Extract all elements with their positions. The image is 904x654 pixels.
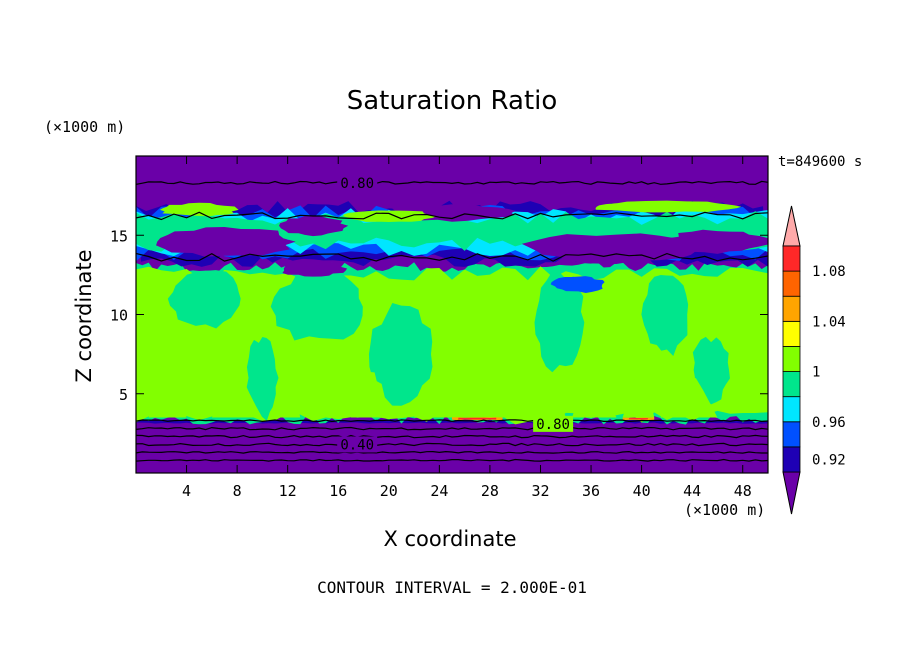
colorbar-extend-bottom	[782, 471, 801, 515]
dry-pocket	[521, 233, 700, 264]
pocket	[167, 270, 241, 329]
moist-pocket	[595, 200, 742, 213]
x-tick-label: 40	[633, 482, 651, 500]
dry-pocket	[282, 260, 348, 277]
colorbar-tick-label: 1.04	[812, 314, 846, 330]
contour-label-bg	[533, 415, 574, 432]
contour-lines	[136, 180, 768, 462]
moist-pocket	[343, 210, 437, 222]
contour-label: 0.40	[340, 437, 374, 453]
colorbar-segment	[782, 295, 801, 322]
colorbar-extend-top	[782, 205, 801, 247]
colorbar-segment	[782, 371, 801, 398]
x-tick-label: 28	[481, 482, 499, 500]
colorbar-segment	[782, 245, 801, 272]
colorbar-segment	[782, 446, 801, 473]
contour-line	[136, 450, 768, 454]
x-tick-label: 8	[233, 482, 242, 500]
contour-label-bg	[337, 174, 378, 191]
x-tick-label: 20	[380, 482, 398, 500]
contour-line	[136, 434, 768, 439]
colorbar-tick-label: 1	[812, 365, 820, 381]
colorbar-segment	[782, 346, 801, 372]
plume	[660, 374, 718, 418]
x-tick-label: 48	[734, 482, 752, 500]
x-tick-label: 16	[329, 482, 347, 500]
pocket	[246, 336, 279, 421]
contour-line	[136, 180, 768, 185]
colorbar-segment	[782, 320, 801, 347]
contour-line	[136, 252, 768, 262]
pocket	[270, 269, 363, 341]
moist-pocket	[159, 202, 239, 217]
colorbar-segment	[782, 270, 801, 297]
dry-pocket	[279, 216, 349, 237]
x-axis-label: X coordinate	[383, 527, 517, 551]
y-axis-label: Z coordinate	[72, 249, 96, 383]
time-label: t=849600 s	[778, 154, 863, 170]
band-top-dry	[136, 156, 768, 199]
colorbar-tick-label: 0.96	[812, 415, 846, 431]
dry-pocket	[156, 226, 296, 257]
contour-line	[136, 426, 768, 431]
colorbar-segment	[782, 421, 801, 448]
x-tick-label: 24	[430, 482, 448, 500]
x-tick-label: 32	[531, 482, 549, 500]
contour-line	[136, 211, 768, 221]
plume	[572, 378, 617, 418]
y-tick-label: 15	[110, 227, 128, 245]
contour-line	[136, 458, 768, 462]
pocket	[368, 303, 433, 406]
y-tick-label: 10	[110, 307, 128, 325]
warm-streak	[628, 418, 648, 420]
y-tick-label: 5	[119, 386, 128, 404]
colorbar-tick-label: 1.08	[812, 264, 846, 280]
plume	[268, 380, 301, 418]
x-tick-label: 4	[182, 482, 191, 500]
dry-pocket	[550, 276, 605, 293]
pocket	[534, 271, 585, 373]
x-tick-label: 12	[279, 482, 297, 500]
x-axis-units: (×1000 m)	[684, 501, 766, 519]
colorbar-segment	[782, 396, 801, 423]
contour-label: 0.80	[340, 176, 374, 192]
contour-label-bg	[337, 436, 378, 453]
y-axis-units: (×1000 m)	[44, 118, 126, 136]
contour-label: 0.80	[536, 417, 570, 433]
contour-field	[136, 156, 768, 473]
plume	[148, 369, 187, 418]
pocket	[641, 275, 689, 357]
plume	[622, 376, 655, 418]
dry-pocket	[664, 229, 768, 254]
colorbar: 0.92 0.96 1 1.04 1.08	[782, 205, 846, 515]
x-tick-label: 44	[683, 482, 701, 500]
warm-streak	[458, 417, 497, 420]
x-tick-label: 36	[582, 482, 600, 500]
plume	[414, 373, 528, 418]
plume	[521, 376, 566, 418]
plume	[211, 380, 263, 418]
colorbar-tick-label: 0.92	[812, 452, 846, 468]
contour-interval-note: CONTOUR INTERVAL = 2.000E-01	[317, 578, 587, 597]
chart-title: Saturation Ratio	[346, 86, 558, 116]
contour-line	[136, 442, 768, 447]
plume	[350, 372, 389, 418]
contour-line	[136, 419, 768, 423]
pocket	[692, 336, 730, 405]
contour-labels: 0.80 0.80 0.40	[337, 174, 574, 453]
